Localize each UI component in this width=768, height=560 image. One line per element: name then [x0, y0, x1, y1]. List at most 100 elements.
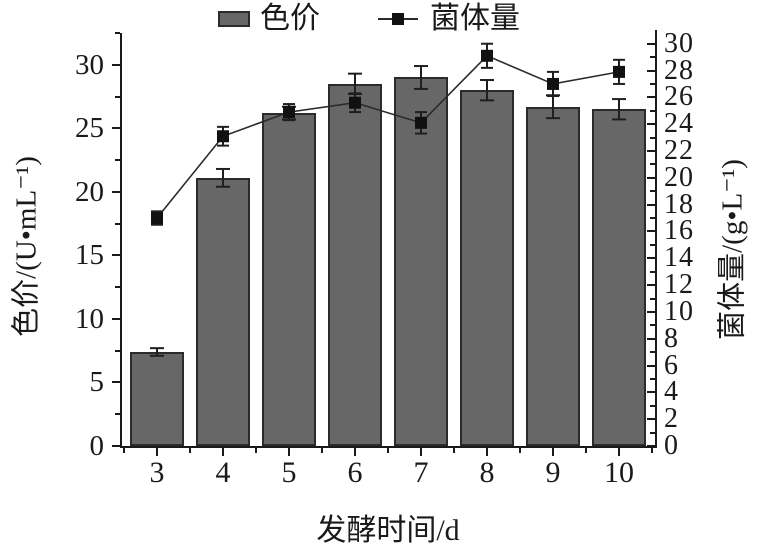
x-axis-minor-tick	[453, 448, 455, 453]
x-axis-minor-tick	[321, 448, 323, 453]
x-axis-title: 发酵时间/d	[316, 514, 460, 547]
left-axis-tick-label: 20	[75, 176, 104, 208]
right-axis-tick-label: 20	[664, 162, 694, 193]
right-axis-major-tick	[647, 284, 655, 286]
x-axis-minor-tick	[519, 448, 521, 453]
left-axis-tick-label: 30	[75, 49, 104, 81]
line-marker-day-7	[415, 116, 427, 129]
x-axis-minor-tick	[387, 448, 389, 453]
left-axis-tick-label: 0	[89, 430, 105, 462]
x-axis-tick-label: 8	[479, 456, 495, 489]
bar-day-3	[130, 352, 184, 446]
right-axis-major-tick	[647, 311, 655, 313]
left-axis-minor-tick	[115, 413, 120, 415]
right-axis-line	[655, 30, 657, 448]
right-axis-major-tick	[647, 70, 655, 72]
right-axis-minor-tick	[650, 217, 655, 219]
bar-day-10	[592, 109, 646, 446]
x-axis-major-tick	[420, 448, 422, 456]
legend-bar-label: 色价	[260, 2, 320, 35]
left-axis-major-tick	[112, 318, 120, 320]
x-axis-tick-label: 5	[281, 456, 297, 489]
right-axis-tick-label: 10	[664, 296, 694, 327]
bar-day-6	[328, 84, 382, 446]
x-axis-minor-tick	[123, 448, 125, 453]
line-marker-day-6	[349, 96, 361, 109]
right-axis-tick-label: 14	[664, 242, 694, 273]
x-axis-major-tick	[156, 448, 158, 456]
bottom-axis-line	[120, 446, 657, 448]
right-axis-minor-tick	[650, 378, 655, 380]
x-axis-major-tick	[618, 448, 620, 456]
right-axis-tick-label: 12	[664, 269, 694, 300]
right-axis-minor-tick	[650, 56, 655, 58]
line-marker-day-5	[283, 106, 295, 119]
line-marker-day-3	[151, 212, 163, 225]
x-axis-tick-label: 4	[215, 456, 231, 489]
right-axis-minor-tick	[650, 83, 655, 85]
left-axis-tick-label: 25	[75, 112, 104, 144]
bar-day-5	[262, 113, 316, 446]
right-axis-minor-tick	[650, 432, 655, 434]
legend-line-label: 菌体量	[430, 2, 520, 35]
right-axis-tick-label: 22	[664, 135, 694, 166]
x-axis-tick-label: 9	[545, 456, 561, 489]
x-axis-tick-label: 3	[149, 456, 165, 489]
right-axis-major-tick	[647, 418, 655, 420]
left-axis-tick-label: 5	[89, 366, 105, 398]
right-axis-tick-label: 30	[664, 28, 694, 59]
right-axis-tick-label: 2	[664, 403, 679, 434]
right-axis-tick-label: 28	[664, 55, 694, 86]
right-axis-major-tick	[647, 123, 655, 125]
right-axis-tick-label: 8	[664, 323, 679, 354]
right-axis-major-tick	[647, 96, 655, 98]
left-axis-minor-tick	[115, 159, 120, 161]
x-axis-minor-tick	[585, 448, 587, 453]
x-axis-major-tick	[354, 448, 356, 456]
right-axis-minor-tick	[650, 351, 655, 353]
x-axis-major-tick	[486, 448, 488, 456]
right-axis-minor-tick	[650, 324, 655, 326]
right-axis-minor-tick	[650, 271, 655, 273]
left-axis-minor-tick	[115, 32, 120, 34]
legend-bar-swatch-icon	[218, 11, 250, 27]
right-axis-major-tick	[647, 150, 655, 152]
left-axis-major-tick	[112, 191, 120, 193]
legend: 色价 菌体量	[218, 2, 520, 36]
left-axis-line	[120, 33, 122, 448]
right-axis-major-tick	[647, 338, 655, 340]
right-axis-major-tick	[647, 230, 655, 232]
right-axis-major-tick	[647, 204, 655, 206]
left-axis-tick-label: 15	[75, 239, 104, 271]
line-series-overlay	[150, 42, 626, 357]
right-axis-minor-tick	[650, 163, 655, 165]
right-axis-tick-label: 0	[664, 430, 679, 461]
right-axis-minor-tick	[650, 298, 655, 300]
left-axis-minor-tick	[115, 223, 120, 225]
x-axis-minor-tick	[255, 448, 257, 453]
left-axis-major-tick	[112, 64, 120, 66]
line-marker-day-4	[217, 130, 229, 143]
left-axis-major-tick	[112, 254, 120, 256]
right-axis-major-tick	[647, 365, 655, 367]
line-marker-day-8	[481, 49, 493, 62]
x-axis-minor-tick	[651, 448, 653, 453]
right-axis-minor-tick	[650, 110, 655, 112]
right-axis-major-tick	[647, 257, 655, 259]
x-axis-tick-label: 7	[413, 456, 429, 489]
x-axis-major-tick	[222, 448, 224, 456]
right-axis-minor-tick	[650, 137, 655, 139]
bar-day-7	[394, 77, 448, 446]
bar-day-9	[526, 107, 580, 446]
left-axis-major-tick	[112, 445, 120, 447]
left-axis-major-tick	[112, 381, 120, 383]
right-axis-tick-label: 26	[664, 81, 694, 112]
line-marker-day-9	[547, 77, 559, 90]
left-axis-minor-tick	[115, 96, 120, 98]
left-axis-minor-tick	[115, 350, 120, 352]
biomass-line	[156, 54, 620, 219]
left-axis-tick-label: 10	[75, 303, 104, 335]
right-axis-major-tick	[647, 177, 655, 179]
right-axis-tick-label: 6	[664, 350, 679, 381]
